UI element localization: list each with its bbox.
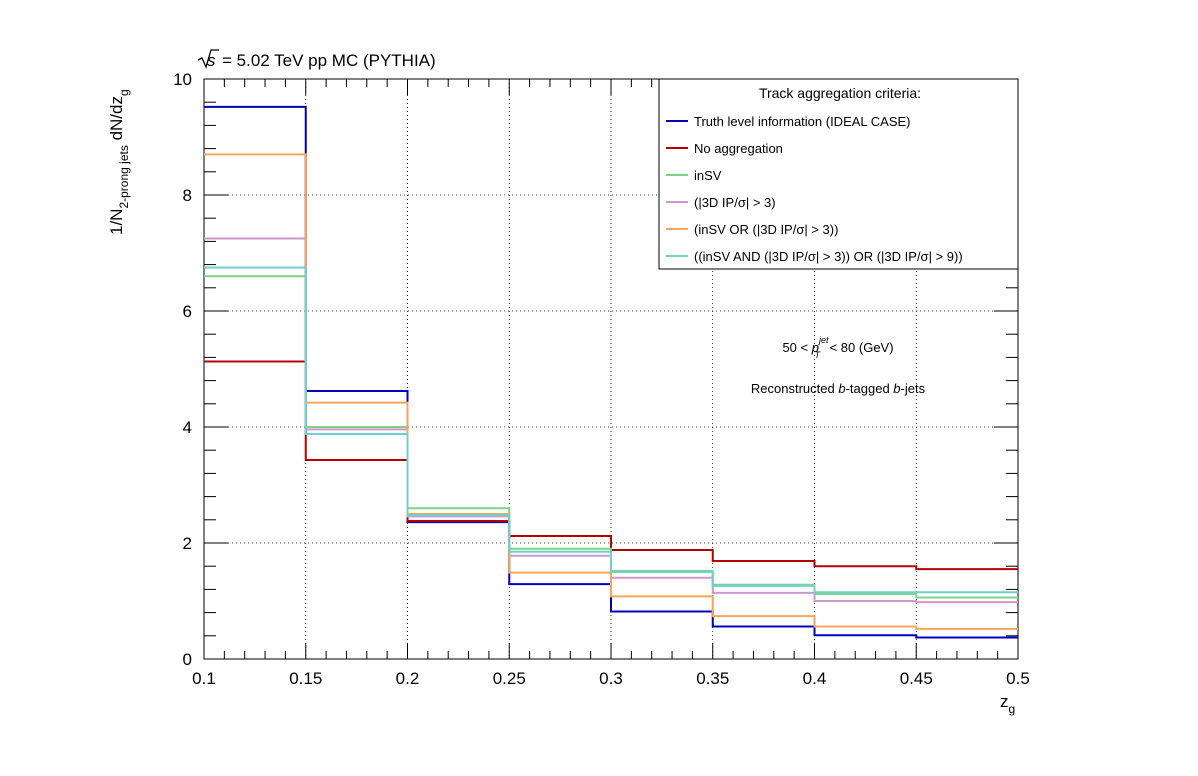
- pt-range-post: < 80 (GeV): [826, 340, 894, 355]
- pt-range-annotation: 50 < pjet T < 80 (GeV): [782, 335, 893, 360]
- legend-label-1: Truth level information (IDEAL CASE): [694, 114, 911, 129]
- x-tick-label: 0.4: [803, 669, 827, 688]
- y-tick-label: 8: [183, 186, 192, 205]
- series-line-6: [204, 266, 1018, 594]
- y-axis-title-sub1: 2-prong jets: [117, 145, 131, 208]
- y-tick-label: 10: [173, 70, 192, 89]
- y-axis-title-sub2: g: [117, 89, 131, 96]
- legend-label-5: (inSV OR (|3D IP/σ| > 3)): [694, 222, 838, 237]
- y-tick-label: 6: [183, 302, 192, 321]
- x-tick-label: 0.1: [192, 669, 216, 688]
- reco-b1: b: [838, 381, 845, 396]
- x-tick-labels: 0.1 0.15 0.2 0.25 0.3 0.35 0.4 0.45 0.5: [192, 669, 1030, 688]
- y-tick-labels: 0 2 4 6 8 10: [173, 70, 192, 669]
- legend-label-4: (|3D IP/σ| > 3): [694, 195, 776, 210]
- legend: Track aggregation criteria: Truth level …: [658, 78, 1019, 270]
- series-line-1: [204, 105, 1018, 639]
- y-axis-title-pre: 1/N: [107, 209, 126, 235]
- legend-entries: Truth level information (IDEAL CASE) No a…: [666, 114, 963, 264]
- reco-annotation: Reconstructed b-tagged b-jets: [751, 381, 926, 396]
- reco-b2: b: [893, 381, 900, 396]
- y-axis-title-mid: dN/dz: [107, 96, 126, 145]
- x-tick-label: 0.2: [396, 669, 420, 688]
- series-line-2: [204, 360, 1018, 571]
- x-tick-label: 0.35: [696, 669, 729, 688]
- y-tick-label: 2: [183, 534, 192, 553]
- legend-label-6: ((inSV AND (|3D IP/σ| > 3)) OR (|3D IP/σ…: [694, 249, 963, 264]
- legend-label-2: No aggregation: [694, 141, 783, 156]
- title-sqrt-s: s: [207, 51, 216, 70]
- y-tick-label: 4: [183, 418, 192, 437]
- series-line-3: [204, 275, 1018, 599]
- x-tick-label: 0.15: [289, 669, 322, 688]
- legend-label-3: inSV: [694, 168, 722, 183]
- y-tick-label: 0: [183, 650, 192, 669]
- legend-box: [658, 78, 1019, 270]
- title-text: = 5.02 TeV pp MC (PYTHIA): [222, 51, 436, 70]
- x-tick-label: 0.5: [1006, 669, 1030, 688]
- legend-title: Track aggregation criteria:: [759, 85, 921, 101]
- pt-range-pre: 50 <: [782, 340, 811, 355]
- series-group: [204, 105, 1018, 639]
- sqrt-symbol: [197, 49, 219, 69]
- x-tick-label: 0.25: [493, 669, 526, 688]
- x-axis-title-sub: g: [1009, 702, 1016, 716]
- x-axis-title-main: z: [1000, 692, 1009, 711]
- x-tick-label: 0.3: [599, 669, 623, 688]
- y-axis-title: 1/N2-prong jets dN/dzg: [107, 89, 131, 235]
- pt-symbol: p: [811, 340, 819, 355]
- pt-sub: T: [814, 350, 821, 360]
- reco-mid: -tagged: [846, 381, 894, 396]
- reco-post: -jets: [901, 381, 926, 396]
- reco-pre: Reconstructed: [751, 381, 838, 396]
- x-axis-title: zg: [1000, 692, 1015, 716]
- chart-title: s = 5.02 TeV pp MC (PYTHIA): [197, 49, 436, 70]
- pt-sup: jet: [818, 335, 829, 345]
- x-tick-label: 0.45: [900, 669, 933, 688]
- series-line-5: [204, 153, 1018, 630]
